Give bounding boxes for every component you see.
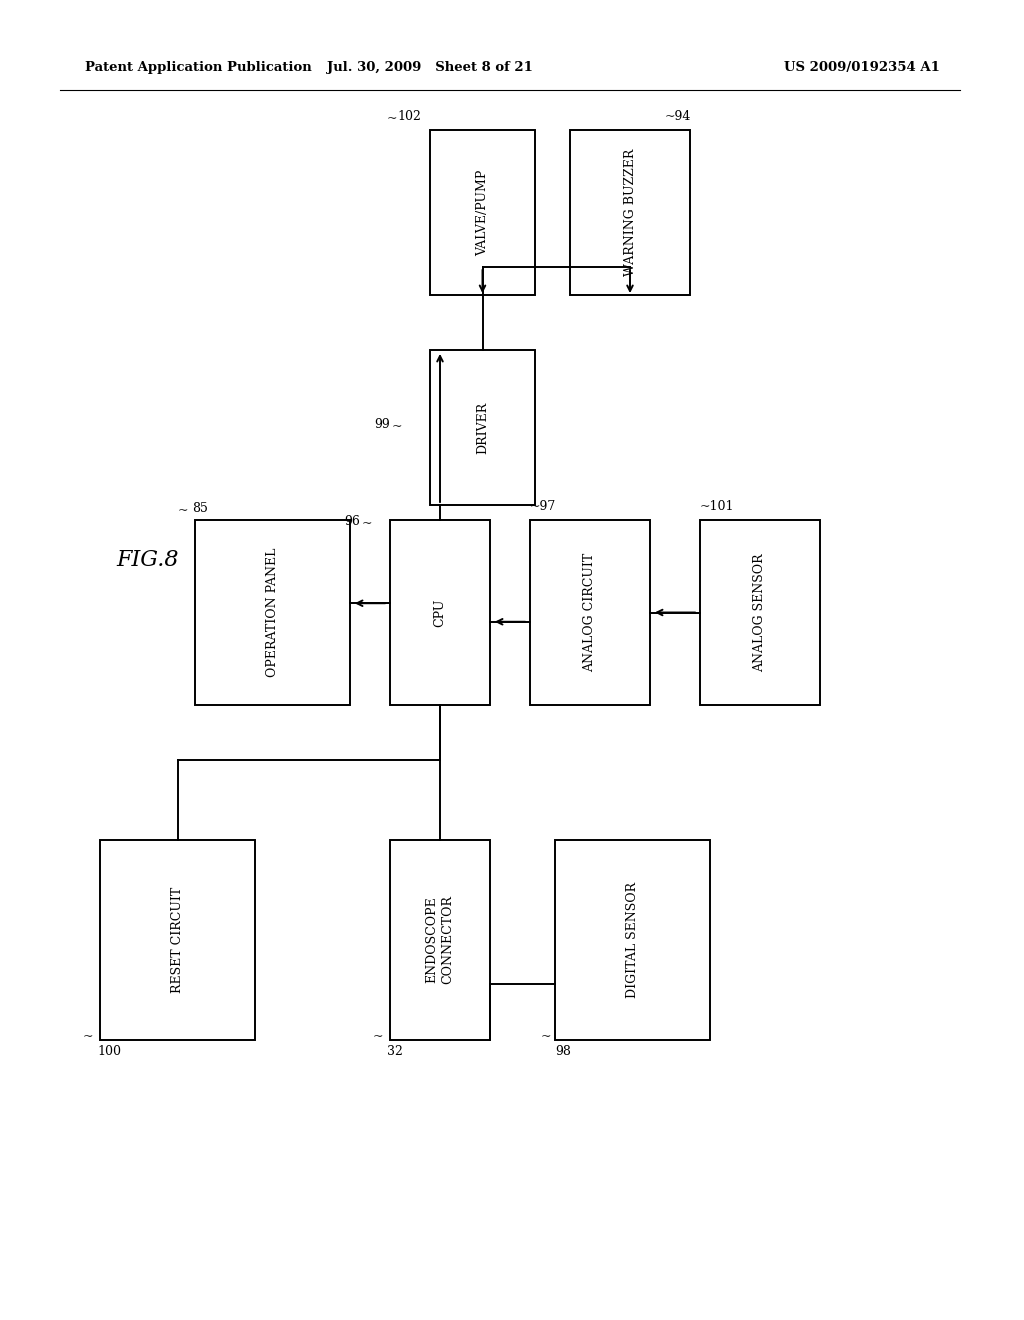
Text: ~: ~ bbox=[392, 420, 402, 433]
Text: 85: 85 bbox=[193, 502, 208, 515]
Text: RESET CIRCUIT: RESET CIRCUIT bbox=[171, 887, 184, 993]
Text: 96: 96 bbox=[344, 515, 360, 528]
Text: DIGITAL SENSOR: DIGITAL SENSOR bbox=[626, 882, 639, 998]
Text: ~94: ~94 bbox=[665, 110, 691, 123]
Text: 102: 102 bbox=[397, 110, 421, 123]
Text: ~97: ~97 bbox=[530, 500, 556, 513]
Text: ~: ~ bbox=[373, 1030, 384, 1043]
Text: US 2009/0192354 A1: US 2009/0192354 A1 bbox=[784, 62, 940, 74]
Text: ~: ~ bbox=[541, 1030, 552, 1043]
Text: ANALOG SENSOR: ANALOG SENSOR bbox=[754, 553, 767, 672]
Bar bbox=[390, 840, 490, 1040]
Text: ~: ~ bbox=[387, 112, 397, 125]
Text: 98: 98 bbox=[555, 1045, 570, 1059]
Text: WARNING BUZZER: WARNING BUZZER bbox=[624, 149, 637, 276]
Text: Patent Application Publication: Patent Application Publication bbox=[85, 62, 311, 74]
Bar bbox=[530, 520, 650, 705]
Text: ~101: ~101 bbox=[700, 500, 734, 513]
Text: VALVE/PUMP: VALVE/PUMP bbox=[476, 169, 489, 256]
Bar bbox=[195, 520, 350, 705]
Text: ~: ~ bbox=[178, 504, 188, 517]
Bar bbox=[570, 129, 690, 294]
Text: ANALOG CIRCUIT: ANALOG CIRCUIT bbox=[584, 553, 597, 672]
Text: ~: ~ bbox=[83, 1030, 93, 1043]
Text: OPERATION PANEL: OPERATION PANEL bbox=[266, 548, 279, 677]
Text: Jul. 30, 2009   Sheet 8 of 21: Jul. 30, 2009 Sheet 8 of 21 bbox=[327, 62, 532, 74]
Text: 100: 100 bbox=[97, 1045, 121, 1059]
Bar bbox=[430, 129, 535, 294]
Text: ~: ~ bbox=[362, 517, 373, 531]
Text: 32: 32 bbox=[387, 1045, 402, 1059]
Text: CPU: CPU bbox=[433, 598, 446, 627]
Text: DRIVER: DRIVER bbox=[476, 401, 489, 454]
Bar bbox=[555, 840, 710, 1040]
Bar bbox=[390, 520, 490, 705]
Bar bbox=[430, 350, 535, 506]
Text: 99: 99 bbox=[374, 418, 390, 432]
Text: FIG.8: FIG.8 bbox=[117, 549, 179, 572]
Text: ENDOSCOPE
CONNECTOR: ENDOSCOPE CONNECTOR bbox=[426, 895, 455, 985]
Bar bbox=[700, 520, 820, 705]
Bar bbox=[100, 840, 255, 1040]
